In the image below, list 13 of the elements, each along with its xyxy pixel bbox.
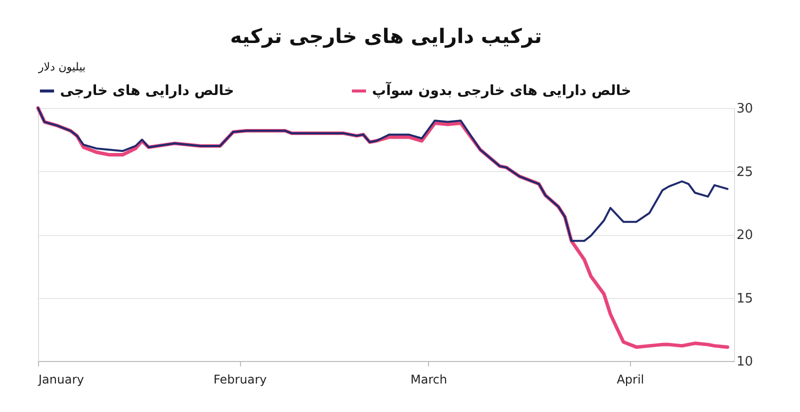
y-tick-label: 15 [736, 291, 754, 306]
y-tick-label: 30 [736, 102, 754, 116]
y-axis-title: بیلیون دلار [38, 60, 86, 74]
y-tick-label: 20 [736, 228, 754, 243]
legend-label: خالص دارایی های خارجی [60, 83, 234, 99]
y-tick-label: 10 [736, 354, 754, 370]
y-tick-label: 25 [736, 164, 754, 180]
legend-label: خالص دارایی های خارجی بدون سوآپ [372, 81, 632, 99]
x-tick-label: March [410, 372, 448, 386]
chart-title: ترکیب دارایی های خارجی ترکیه [230, 24, 542, 48]
x-tick-label: February [214, 372, 267, 386]
x-tick-label: January [38, 372, 84, 386]
x-tick-label: April [616, 372, 644, 386]
